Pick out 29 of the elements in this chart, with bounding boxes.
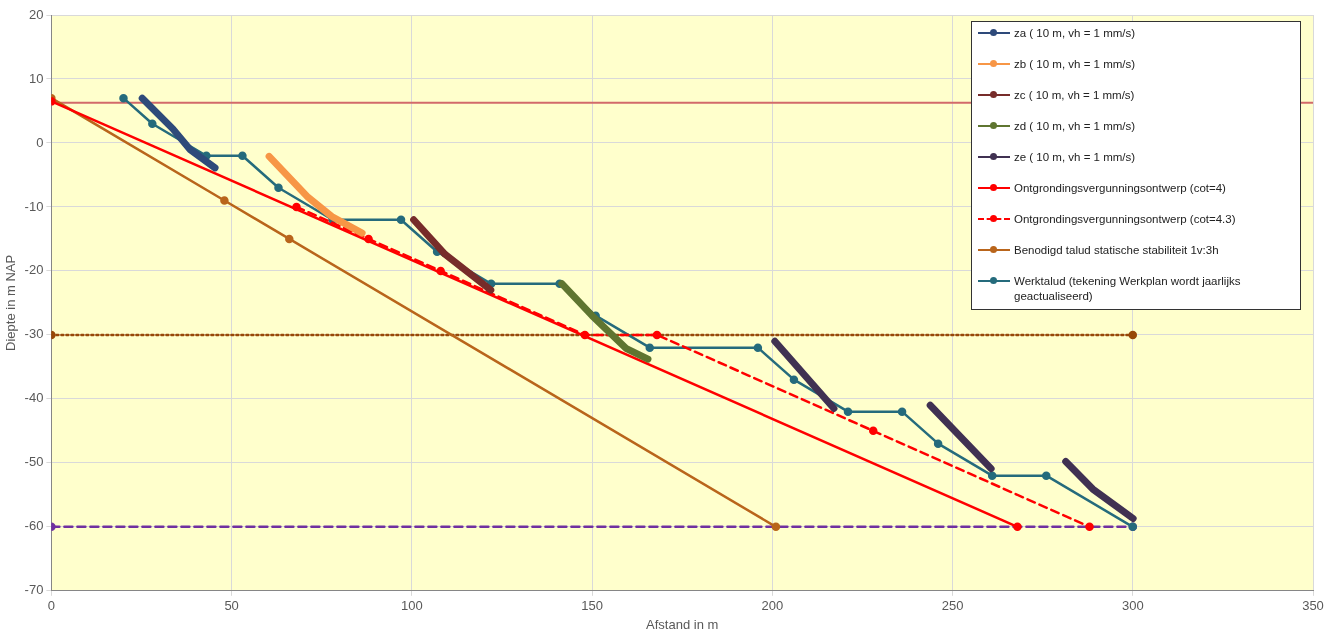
legend-label: ze ( 10 m, vh = 1 mm/s): [1014, 150, 1136, 165]
x-tick-label: 300: [1121, 598, 1144, 614]
y-tick-label: 0: [36, 134, 44, 150]
y-tick-label: -10: [24, 198, 44, 214]
y-axis-title: Diepte in m NAP: [3, 254, 19, 351]
x-tick-label: 250: [941, 598, 964, 614]
y-tick-label: 10: [28, 70, 44, 86]
x-tick-label: 0: [47, 598, 56, 614]
y-tick-label: -30: [24, 326, 44, 342]
legend-label: Ontgrondingsvergunningsontwerp (cot=4.3): [1014, 212, 1236, 227]
y-tick-label: -70: [24, 582, 44, 598]
x-tick-label: 100: [401, 598, 423, 614]
legend-label: za ( 10 m, vh = 1 mm/s): [1014, 26, 1136, 41]
y-tick-label: -40: [24, 390, 44, 406]
x-axis-title: Afstand in m: [646, 616, 719, 632]
legend-label: zd ( 10 m, vh = 1 mm/s): [1014, 119, 1136, 134]
legend-label: Ontgrondingsvergunningsontwerp (cot=4): [1014, 181, 1226, 196]
x-tick-label: 200: [761, 598, 784, 614]
y-tick-label: 20: [28, 6, 44, 22]
legend-label: zc ( 10 m, vh = 1 mm/s): [1014, 88, 1135, 103]
legend-label: Benodigd talud statische stabiliteit 1v:3h: [1014, 243, 1219, 258]
y-tick-label: -60: [24, 518, 44, 534]
y-tick-label: -20: [24, 262, 44, 278]
legend-label: Werktalud (tekening Werkplan wordt jaarlijks geactualiseerd): [1014, 274, 1242, 304]
x-tick-label: 150: [581, 598, 603, 614]
x-tick-label: 50: [224, 598, 239, 614]
y-tick-label: -50: [24, 454, 44, 470]
legend-label: zb ( 10 m, vh = 1 mm/s): [1014, 57, 1136, 72]
x-tick-label: 350: [1302, 598, 1324, 614]
